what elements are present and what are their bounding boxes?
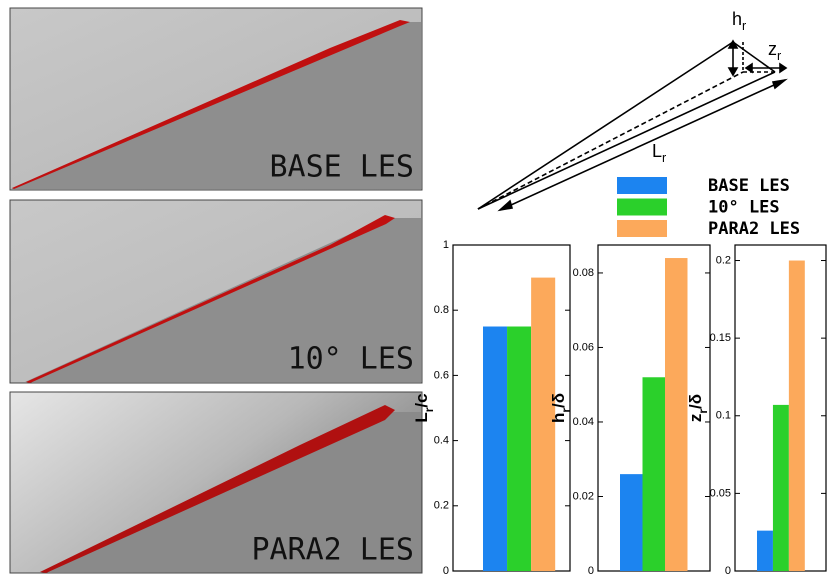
label-rest: /c xyxy=(412,393,431,407)
bar xyxy=(620,474,643,571)
diagram-label: zr xyxy=(768,39,781,64)
legend-label: 10° LES xyxy=(708,198,780,218)
y-tick-label: 0 xyxy=(725,565,731,577)
legend-swatch xyxy=(617,220,667,237)
legend-swatch xyxy=(617,177,667,194)
label-rest: /δ xyxy=(549,393,568,408)
bar xyxy=(757,530,773,571)
bar xyxy=(772,404,789,571)
bar xyxy=(665,258,688,571)
y-tick-label: 0 xyxy=(443,565,449,577)
diagram-label: Lr xyxy=(652,141,666,166)
label-sub: r xyxy=(742,19,746,33)
bar-chart: 0 0.2 0.4 0.6 0.8 1 Lr/c xyxy=(412,239,571,577)
render-panel: 10° LES xyxy=(9,199,423,384)
bar xyxy=(531,277,556,571)
render-panel: PARA2 LES xyxy=(9,391,423,574)
legend-swatch xyxy=(617,198,667,216)
y-tick-label: 0.08 xyxy=(573,267,594,279)
y-tick-label: 0.06 xyxy=(573,341,594,353)
render-panel: BASE LES xyxy=(9,7,423,191)
panel-label: 10° LES xyxy=(288,342,414,377)
y-tick-label: 0.6 xyxy=(434,369,449,381)
label-main: L xyxy=(412,412,431,422)
shape-diagram xyxy=(477,39,788,212)
diagram-label: hr xyxy=(732,9,746,34)
label-sub: r xyxy=(422,407,436,412)
label-main: z xyxy=(686,414,705,423)
y-tick-label: 0.02 xyxy=(573,490,594,502)
y-tick-label: 0 xyxy=(588,565,594,577)
label-main: h xyxy=(549,413,568,423)
label-main: z xyxy=(768,39,777,59)
bar xyxy=(788,260,805,571)
label-rest: /δ xyxy=(686,394,705,409)
y-tick-label: 0.15 xyxy=(710,332,731,344)
y-axis-label: hr/δ xyxy=(549,393,573,423)
label-main: h xyxy=(732,9,742,29)
label-sub: r xyxy=(662,151,666,165)
y-tick-label: 0.2 xyxy=(434,500,449,512)
panel-label: PARA2 LES xyxy=(251,533,414,568)
label-sub: r xyxy=(777,49,781,63)
bar xyxy=(483,326,508,571)
y-tick-label: 0.05 xyxy=(710,487,731,499)
bar-chart: 0 0.05 0.1 0.15 0.2 zr/δ xyxy=(686,244,827,577)
label-sub: r xyxy=(559,408,573,413)
y-tick-label: 0.8 xyxy=(434,304,449,316)
legend-label: BASE LES xyxy=(708,176,790,196)
y-tick-label: 0.2 xyxy=(716,254,731,266)
y-tick-label: 0.1 xyxy=(716,410,731,422)
y-tick-label: 1 xyxy=(443,239,449,251)
panel-label: BASE LES xyxy=(270,150,415,185)
label-sub: r xyxy=(696,409,710,414)
y-axis-label: zr/δ xyxy=(686,394,710,422)
y-tick-label: 0.04 xyxy=(573,416,594,428)
label-main: L xyxy=(652,141,662,161)
y-tick-label: 0.4 xyxy=(434,435,449,447)
bar xyxy=(642,377,665,571)
bar xyxy=(507,326,532,571)
y-axis-label: Lr/c xyxy=(412,393,436,422)
legend-label: PARA2 LES xyxy=(708,219,800,239)
